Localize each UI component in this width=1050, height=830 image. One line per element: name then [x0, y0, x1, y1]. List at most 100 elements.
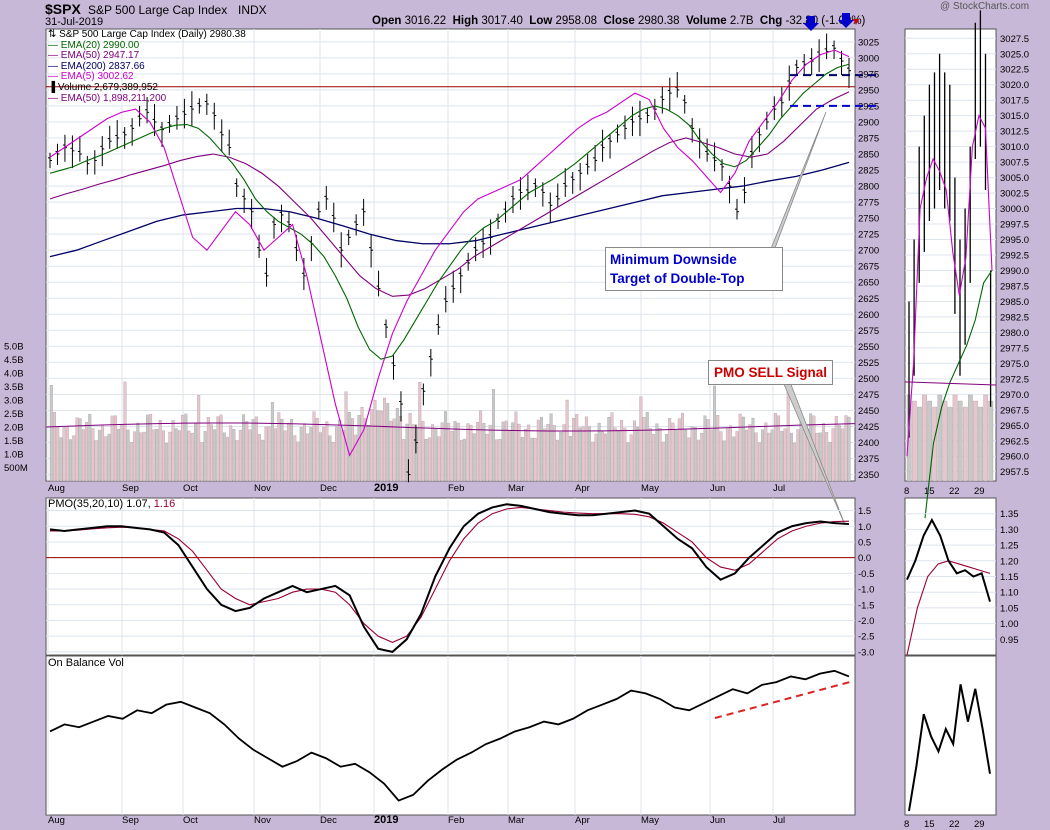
side-volume-bar	[922, 394, 927, 482]
side-volume-bar	[932, 406, 938, 482]
side-volume-bar	[917, 406, 922, 482]
side-pmo-tick-label: 1.10	[1000, 588, 1019, 599]
volume-bar	[354, 434, 358, 482]
side-y-tick-label: 3010.0	[1000, 142, 1029, 153]
volume-bar	[565, 399, 569, 482]
symbol-title: $SPX	[45, 1, 81, 17]
volume-bar	[735, 431, 739, 482]
volume-bar	[447, 423, 451, 482]
volume-bar	[600, 431, 604, 482]
side-y-tick-label: 2975.0	[1000, 359, 1029, 370]
side-x-tick-label: 29	[974, 819, 985, 830]
volume-bar	[844, 415, 848, 482]
side-x-tick-label: 15	[924, 819, 935, 830]
y-tick-label: 2950	[858, 85, 879, 96]
side-x-tick-label: 8	[904, 819, 909, 830]
volume-bar	[709, 429, 713, 482]
volume-bar	[549, 413, 553, 482]
volume-bar	[299, 427, 303, 482]
volume-bar	[751, 417, 755, 482]
volume-bar	[206, 417, 210, 482]
volume-bar	[642, 417, 646, 482]
x-tick-label: Sep	[122, 815, 139, 826]
volume-bar	[652, 433, 656, 482]
volume-bar	[165, 443, 169, 482]
exchange: INDX	[238, 3, 267, 17]
volume-bar	[450, 430, 454, 482]
side-y-tick-label: 3005.0	[1000, 173, 1029, 184]
volume-bar	[831, 428, 835, 482]
index-name: S&P 500 Large Cap Index	[88, 3, 228, 17]
volume-bar	[822, 423, 825, 482]
side-pmo-tick-label: 1.00	[1000, 619, 1019, 630]
volume-bar	[793, 442, 797, 482]
side-volume-bar	[911, 400, 917, 482]
volume-bar	[318, 432, 322, 482]
y-tick-label: 2500	[858, 374, 879, 385]
volume-bar	[658, 428, 662, 482]
volume-bar	[335, 426, 338, 482]
volume-bar	[402, 439, 406, 482]
side-volume-bar	[983, 394, 989, 482]
side-y-tick-label: 2977.5	[1000, 343, 1029, 354]
volume-bar	[421, 421, 425, 482]
side-y-tick-label: 3012.5	[1000, 127, 1029, 138]
legend-entry: ▐ Volume 2,679,389,952	[48, 81, 158, 93]
volume-bar	[591, 441, 595, 482]
volume-bar	[661, 441, 665, 482]
y-tick-label: 2700	[858, 246, 879, 257]
y-tick-label: 2600	[858, 310, 879, 321]
volume-bar	[431, 424, 435, 482]
volume-bar	[107, 433, 111, 482]
volume-bar	[472, 433, 476, 482]
volume-bar	[190, 433, 194, 482]
volume-bar	[713, 385, 716, 482]
pmo-tick-label: 1.5	[858, 506, 871, 517]
volume-bar	[370, 409, 374, 482]
volume-bar	[85, 422, 88, 482]
side-y-tick-label: 3002.5	[1000, 189, 1029, 200]
volume-bar	[110, 415, 114, 482]
volume-bar	[405, 423, 409, 482]
y-tick-label: 2400	[858, 438, 879, 449]
volume-bar	[520, 437, 524, 482]
x-tick-label: Sep	[122, 483, 139, 494]
x-tick-label: 2019	[374, 814, 398, 826]
y-tick-label: 2625	[858, 294, 879, 305]
low-label: Low	[529, 15, 553, 27]
legend-entry: ⇅ S&P 500 Large Cap Index (Daily) 2980.3…	[48, 29, 246, 40]
volume-bar	[562, 424, 566, 482]
volume-bar	[818, 432, 822, 482]
y-tick-label: 3000	[858, 53, 879, 64]
volume-tick-label: 2.0B	[4, 423, 24, 434]
volume-bar	[584, 416, 588, 482]
pmo-tick-label: 1.0	[858, 522, 871, 533]
volume-bar	[703, 415, 707, 482]
volume-bar	[120, 425, 124, 482]
pmo-tick-label: -3.0	[858, 647, 874, 658]
volume-bar	[373, 399, 377, 482]
y-tick-label: 2450	[858, 406, 879, 417]
y-tick-label: 2650	[858, 278, 879, 289]
down-marker-icon	[853, 19, 859, 25]
volume-bar	[200, 442, 204, 482]
volume-tick-label: 3.5B	[4, 382, 24, 393]
x-tick-label: Jul	[773, 815, 785, 826]
volume-bar	[588, 426, 592, 482]
y-tick-label: 2775	[858, 198, 879, 209]
volume-bar	[274, 428, 278, 482]
volume-bar	[123, 381, 127, 482]
volume-bar	[597, 422, 601, 482]
volume-bar	[540, 417, 543, 482]
double-top-arrow-icon	[838, 13, 854, 28]
volume-bar	[459, 439, 463, 482]
volume-bar	[700, 432, 704, 482]
volume-bar	[379, 410, 383, 482]
volume-bar	[572, 418, 576, 482]
volume-bar	[418, 382, 422, 482]
volume-bar	[88, 413, 92, 482]
volume-bar	[117, 428, 121, 482]
volume-bar	[129, 442, 133, 482]
volume-bar	[251, 419, 255, 482]
volume-bar	[757, 442, 761, 482]
